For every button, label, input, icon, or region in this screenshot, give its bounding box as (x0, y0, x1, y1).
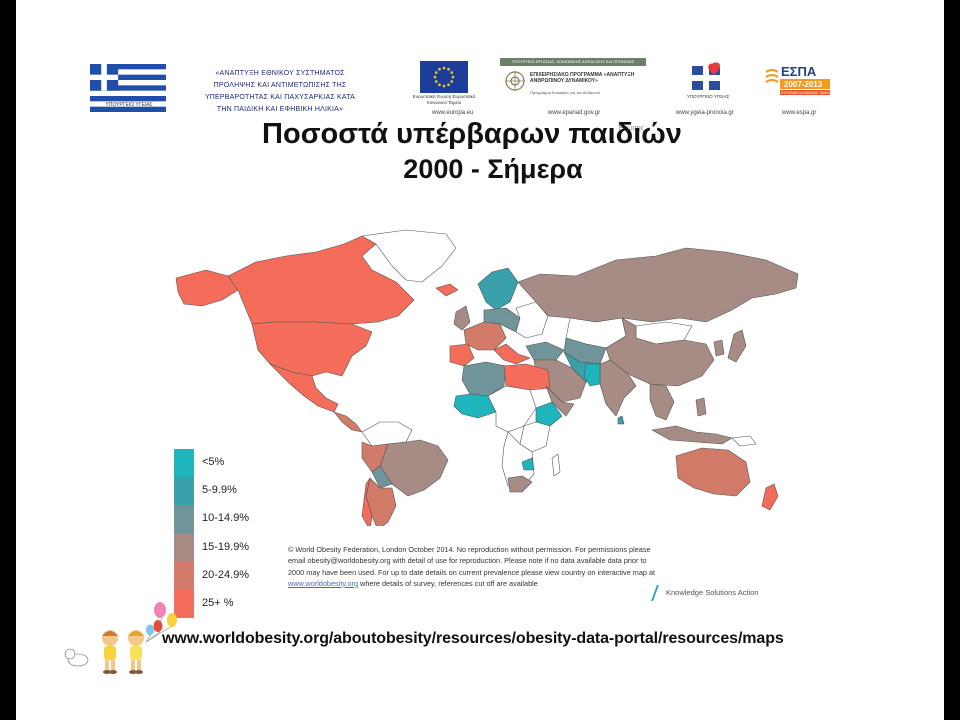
program-line: ΤΗΝ ΠΑΙΔΙΚΗ ΚΑΙ ΕΦΗΒΙΚΗ ΗΛΙΚΙΑ» (216, 106, 344, 113)
copyright-text: © World Obesity Federation, London Octob… (288, 545, 656, 577)
map-region-madagascar (551, 453, 561, 477)
greek-flag-icon (90, 64, 166, 112)
map-region-sri-lanka (617, 415, 625, 425)
faint-subtitle: Ένωσης (618, 125, 645, 132)
map-region-chile (361, 477, 373, 526)
map-region-philippines (695, 397, 707, 417)
health-caption: ΥΠΟΥΡΓΕΙΟ ΥΓΕΙΑΣ (686, 94, 730, 99)
legend-swatch (174, 533, 194, 562)
flag-caption: ΥΠΟΥΡΓΕΙΟ ΥΓΕΙΑΣ (105, 102, 153, 108)
map-region-ethiopia (535, 401, 563, 427)
map-region-italy-greece (493, 343, 531, 365)
page-subtitle: 2000 - Σήμερα (16, 154, 944, 185)
svg-text:2007-2013: 2007-2013 (784, 80, 823, 89)
map-region-greenland (361, 229, 457, 283)
program-title: «ΑΝΑΠΤΥΞΗ ΕΘΝΙΚΟΥ ΣΥΣΤΗΜΑΤΟΣ ΠΡΟΛΗΨΗΣ ΚΑ… (186, 68, 374, 116)
map-region-zimbabwe (521, 457, 535, 471)
ep-title: ΕΠΙΧΕΙΡΗΣΙΑΚΟ ΠΡΟΓΡΑΜΜΑ «ΑΝΑΠΤΥΞΗ ΑΝΘΡΩΠ… (530, 72, 635, 84)
map-region-alaska (175, 269, 239, 307)
map-region-central-america (333, 411, 363, 433)
map-region-north-africa-west (461, 361, 507, 397)
eu-caption: Ευρωπαϊκή Ένωση Ευρωπαϊκό Κοινωνικό Ταμε… (412, 94, 476, 105)
program-line: ΥΠΕΡΒΑΡΟΤΗΤΑΣ ΚΑΙ ΠΑΧΥΣΑΡΚΙΑΣ ΚΑΤΑ (204, 94, 356, 101)
eu-flag-icon (420, 61, 468, 93)
ministry-of-health-icon (692, 62, 721, 90)
map-region-russia (517, 247, 799, 323)
map-region-png (731, 435, 757, 447)
url-caption: www.europa.eu (432, 110, 474, 116)
map-region-uk (453, 305, 471, 331)
program-line: ΠΡΟΛΗΨΗΣ ΚΑΙ ΑΝΤΙΜΕΤΩΠΙΣΗΣ ΤΗΣ (213, 82, 347, 89)
programme-emblem-icon (505, 71, 525, 91)
knowledge-label-text: Knowledge Solutions Action (666, 587, 759, 597)
map-region-china (605, 317, 715, 387)
legend-label: 20-24.9% (202, 568, 250, 581)
worldobesity-link[interactable]: www.worldobesity.org (288, 578, 359, 588)
map-region-southeast-asia (649, 383, 675, 421)
map-region-pakistan (583, 363, 601, 387)
map-region-bolivia (371, 465, 393, 489)
title-line-1: Ποσοστά υπέρβαρων παιδιών (262, 118, 682, 150)
svg-text:ΕΥΡΩΠΑΪΚΟ ΚΟΙΝΩΝΙΚΟ ΤΑΜΕΙΟ: ΕΥΡΩΠΑΪΚΟ ΚΟΙΝΩΝΙΚΟ ΤΑΜΕΙΟ (781, 91, 832, 95)
logo-row: ΥΠΟΥΡΓΕΙΟ ΥΓΕΙΑΣ «ΑΝΑΠΤΥΞΗ ΕΘΝΙΚΟΥ ΣΥΣΤΗ… (16, 58, 944, 128)
legend-label: 5-9.9% (202, 484, 237, 497)
legend-label: 25+ % (202, 596, 234, 609)
legend-swatch (174, 561, 194, 590)
map-region-scandinavia (477, 267, 519, 311)
children-balloons-illustration-icon (64, 602, 177, 674)
map-region-korea (713, 339, 725, 357)
legend-swatch (174, 477, 194, 506)
map-region-usa (251, 321, 373, 377)
title-line-2: 2000 - Σήμερα (403, 154, 583, 184)
map-region-iceland (435, 283, 459, 297)
map-region-west-africa (453, 393, 497, 419)
program-line: «ΑΝΑΠΤΥΞΗ ΕΘΝΙΚΟΥ ΣΥΣΤΗΜΑΤΟΣ (215, 70, 345, 77)
operational-programme-logo: ΥΠΟΥΡΓΕΙΟ ΕΡΓΑΣΙΑΣ, ΚΟΙΝΩΝΙΚΗΣ ΑΣΦΑΛΙΣΗΣ… (500, 58, 646, 102)
page-title: Ποσοστά υπέρβαρων παιδιών (16, 118, 944, 151)
map-region-arabia (545, 385, 575, 417)
world-obesity-map (175, 229, 799, 526)
copyright-note: © World Obesity Federation, London Octob… (288, 544, 658, 589)
map-region-turkey (525, 341, 565, 361)
map-region-new-zealand (761, 483, 779, 511)
map-region-indonesia (651, 425, 733, 445)
ep-subtitle: Πρόγραμμα Ευκαιρίες για τον Άνθρωπο (530, 90, 601, 95)
map-region-brazil (379, 439, 449, 497)
source-url[interactable]: www.worldobesity.org/aboutobesity/resour… (162, 630, 784, 647)
map-region-australia (675, 447, 751, 497)
map-region-western-europe (463, 321, 507, 351)
legend-label: 15-19.9% (202, 540, 250, 553)
espa-logo-icon: ΕΣΠΑ 2007-2013 ΕΥΡΩΠΑΪΚΟ ΚΟΙΝΩΝΙΚΟ ΤΑΜΕΙ… (765, 64, 832, 95)
url-caption: www.epanad.gov.gr (548, 110, 601, 116)
knowledge-solutions-label: Knowledge Solutions Action (651, 585, 759, 601)
copyright-text-end: where details of survey, references cut … (358, 578, 538, 588)
legend-label: 10-14.9% (202, 512, 250, 525)
legend-swatch (174, 449, 194, 478)
url-caption: www.espa.gr (782, 110, 817, 116)
svg-text:ΕΣΠΑ: ΕΣΠΑ (781, 64, 817, 79)
map-region-iberia (449, 343, 475, 367)
map-region-mexico (269, 363, 339, 413)
map-region-japan (727, 329, 747, 363)
map-region-south-africa (507, 475, 533, 493)
legend-swatch (174, 505, 194, 534)
url-caption: www.ygeia-pronoia.gr (676, 110, 734, 116)
legend-swatch (174, 589, 194, 619)
map-region-south-asia (599, 359, 637, 417)
legend-label: <5% (202, 456, 225, 468)
slide: ΥΠΟΥΡΓΕΙΟ ΥΓΕΙΑΣ «ΑΝΑΠΤΥΞΗ ΕΘΝΙΚΟΥ ΣΥΣΤΗ… (16, 0, 944, 720)
ep-bar-text: ΥΠΟΥΡΓΕΙΟ ΕΡΓΑΣΙΑΣ, ΚΟΙΝΩΝΙΚΗΣ ΑΣΦΑΛΙΣΗΣ… (511, 59, 635, 64)
